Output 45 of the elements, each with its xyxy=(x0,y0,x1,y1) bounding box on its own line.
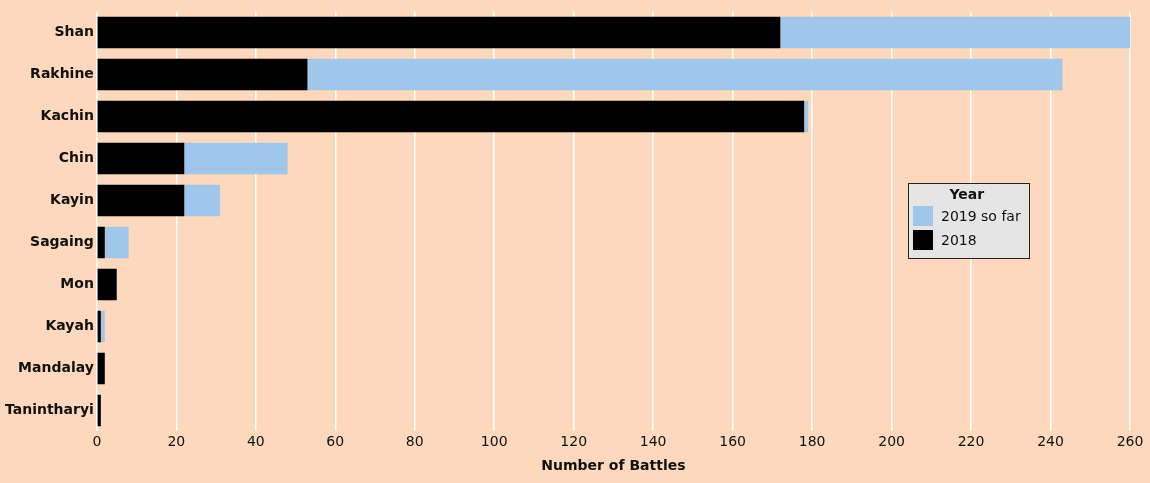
y-tick-label: Kayah xyxy=(45,317,94,334)
legend-title: Year xyxy=(948,186,986,203)
x-tick-label: 60 xyxy=(326,433,345,450)
bar xyxy=(100,310,105,343)
x-tick-label: 120 xyxy=(560,433,588,450)
x-tick-label: 240 xyxy=(1037,433,1064,450)
bar xyxy=(97,352,105,385)
legend-label: 2018 xyxy=(941,232,977,249)
x-tick-label: 40 xyxy=(246,433,265,450)
bar xyxy=(97,184,185,217)
bar xyxy=(97,16,781,49)
bar xyxy=(97,100,805,133)
bar xyxy=(804,100,809,133)
legend-label: 2019 so far xyxy=(941,208,1021,225)
x-tick-label: 100 xyxy=(480,433,508,450)
x-tick-label: 160 xyxy=(719,433,747,450)
y-tick-label: Mandalay xyxy=(18,359,94,376)
bar xyxy=(97,310,101,343)
y-tick-label: Sagaing xyxy=(30,233,94,250)
y-tick-label: Kachin xyxy=(40,107,94,124)
x-tick-label: 200 xyxy=(878,433,905,450)
bar xyxy=(97,226,105,259)
bar xyxy=(97,58,308,91)
x-axis-title: Number of Battles xyxy=(541,457,686,474)
x-tick-label: 140 xyxy=(639,433,667,450)
x-tick-label: 80 xyxy=(405,433,424,450)
bar xyxy=(780,16,1130,49)
bar xyxy=(97,394,101,427)
y-tick-label: Mon xyxy=(60,275,94,292)
x-tick-label: 0 xyxy=(92,433,102,450)
x-tick-label: 260 xyxy=(1116,433,1144,450)
bar xyxy=(104,226,129,259)
bar xyxy=(97,268,117,301)
y-tick-label: Kayin xyxy=(50,191,94,208)
y-tick-label: Tanintharyi xyxy=(4,401,94,418)
x-tick-label: 180 xyxy=(798,433,826,450)
y-tick-label: Shan xyxy=(54,23,94,40)
y-tick-label: Rakhine xyxy=(30,65,94,82)
y-tick-label: Chin xyxy=(58,149,94,166)
bar xyxy=(307,58,1063,91)
x-tick-label: 20 xyxy=(167,433,186,450)
bar xyxy=(97,142,185,175)
bar xyxy=(184,184,221,217)
x-tick-label: 220 xyxy=(957,433,985,450)
bar xyxy=(184,142,288,175)
